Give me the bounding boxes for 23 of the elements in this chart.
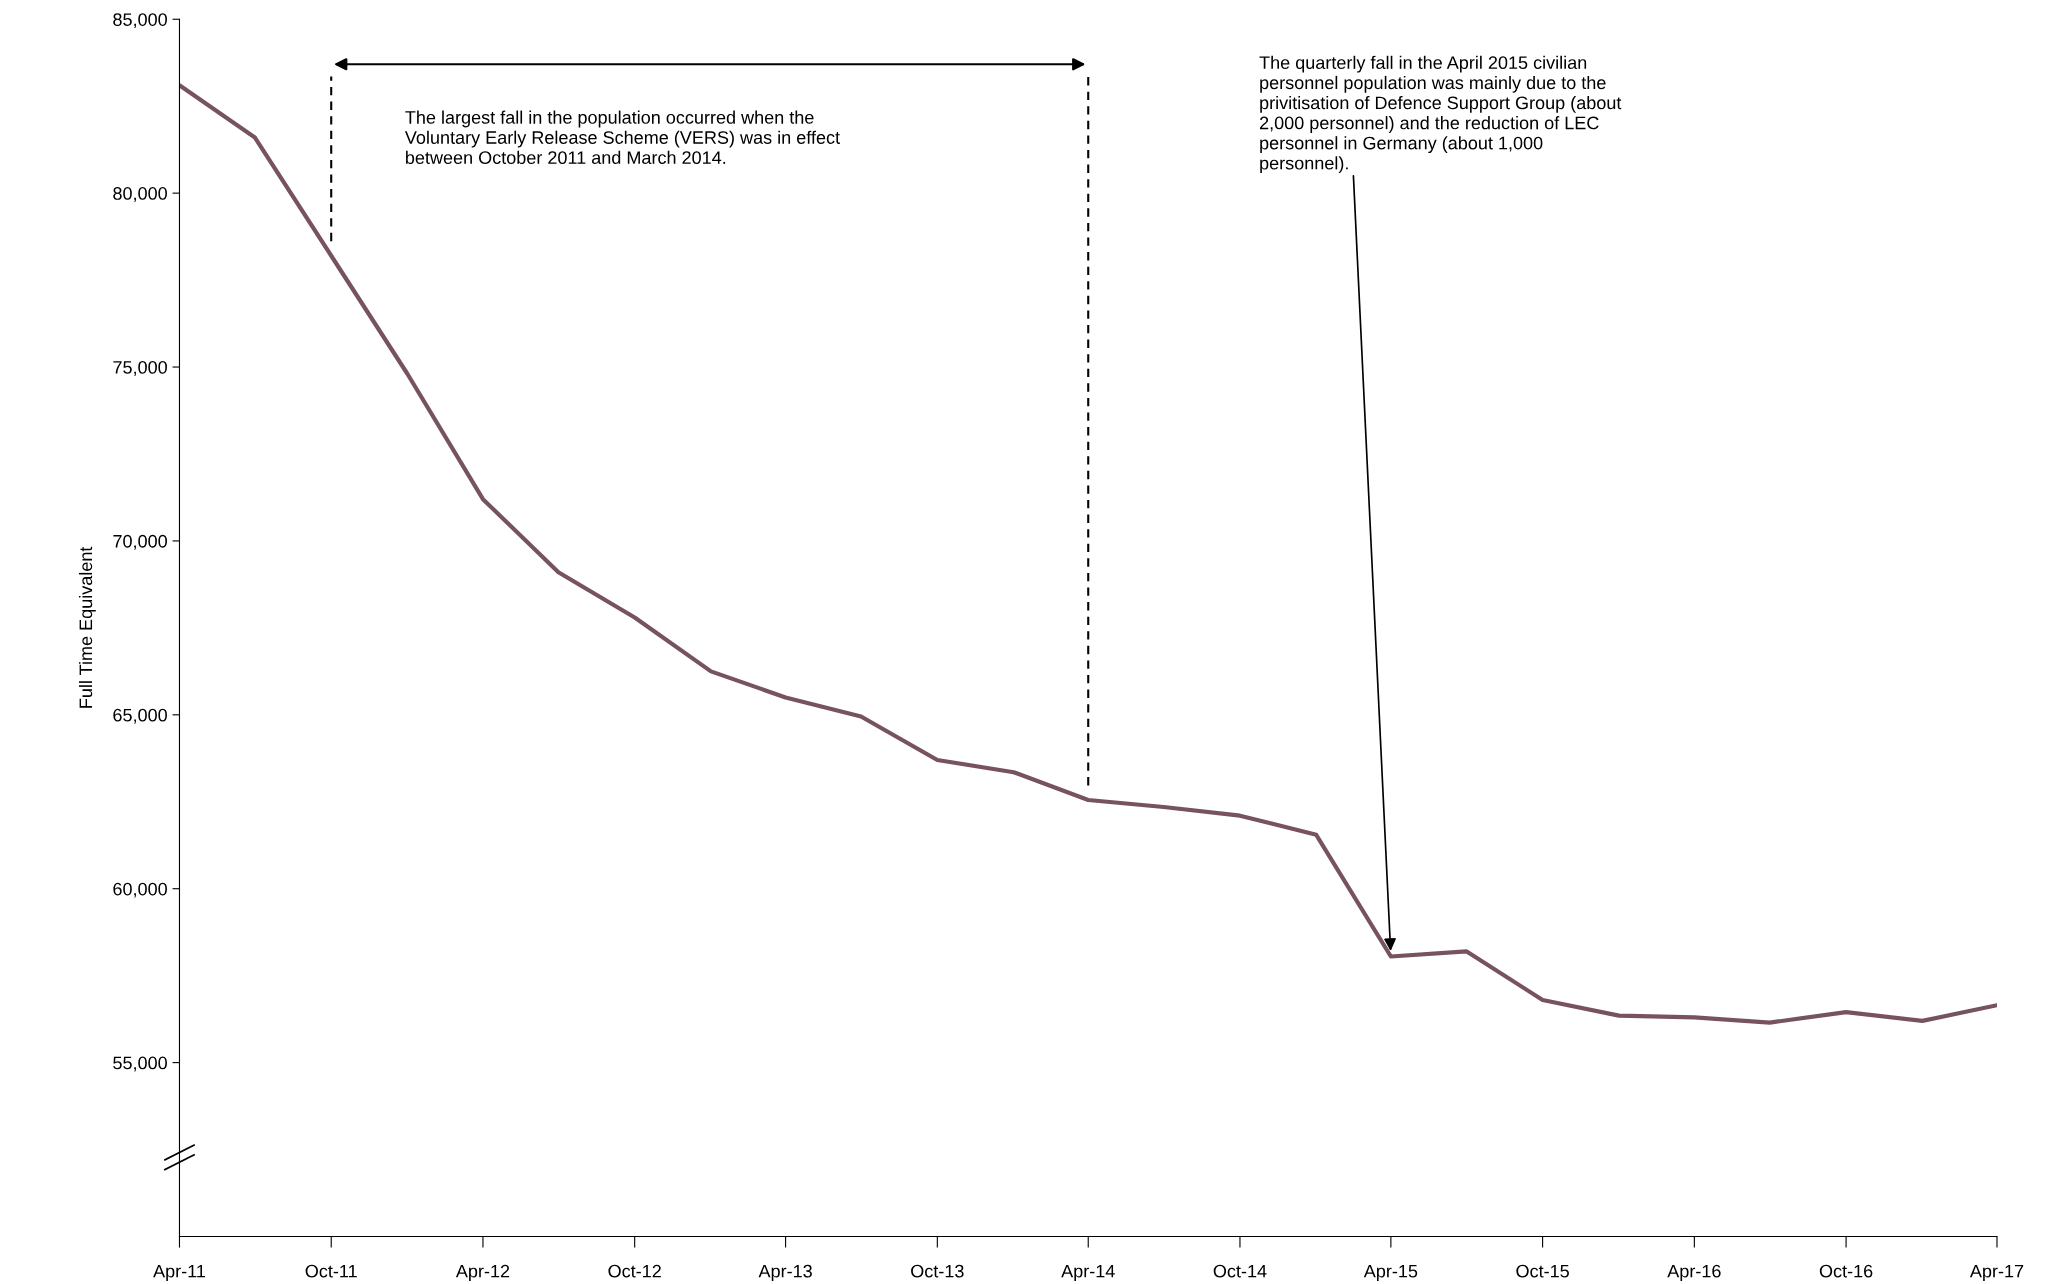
y-tick-label: 85,000: [113, 13, 167, 29]
x-tick-label: Apr-17: [1969, 1264, 2024, 1282]
x-tick-label: Oct-11: [305, 1264, 357, 1278]
x-tick-label: Apr-15: [1363, 1264, 1418, 1282]
x-tick-label: Oct-14: [1213, 1264, 1267, 1278]
x-tick-label: Apr-14: [1061, 1264, 1115, 1282]
y-axis-title: Full Time Equivalent: [78, 546, 96, 708]
y-tick-label: 65,000: [113, 708, 167, 724]
x-tick-label: Apr-12: [455, 1264, 510, 1282]
y-tick-label: 60,000: [113, 882, 167, 898]
x-tick-label: Oct-15: [1516, 1264, 1569, 1278]
y-tick-label: 75,000: [113, 360, 167, 376]
y-tick-label: 70,000: [113, 534, 167, 550]
x-tick-label: Apr-16: [1667, 1264, 1721, 1282]
x-tick-label: Apr-13: [758, 1264, 812, 1282]
y-tick-label: 80,000: [113, 187, 167, 202]
x-tick-label: Oct-16: [1819, 1264, 1873, 1278]
y-tick-label: 55,000: [113, 1056, 167, 1072]
x-tick-label: Oct-13: [911, 1264, 964, 1278]
x-tick-label: Oct-12: [608, 1264, 661, 1278]
annotation: The largest fall in the population occurred when the Voluntary Early Release Scheme (VERS) was in effect between October 2011 and March 2014.: [404, 110, 840, 165]
x-tick-label: Apr-11: [153, 1264, 206, 1282]
annotation: The quarterly fall in the April 2015 civilian personnel population was mainly due to the privitisation of Defence Support Group (about 2,000 personnel) and the reduction of LEC personnel in Germany (about 1,000 personnel).: [1259, 55, 1622, 174]
